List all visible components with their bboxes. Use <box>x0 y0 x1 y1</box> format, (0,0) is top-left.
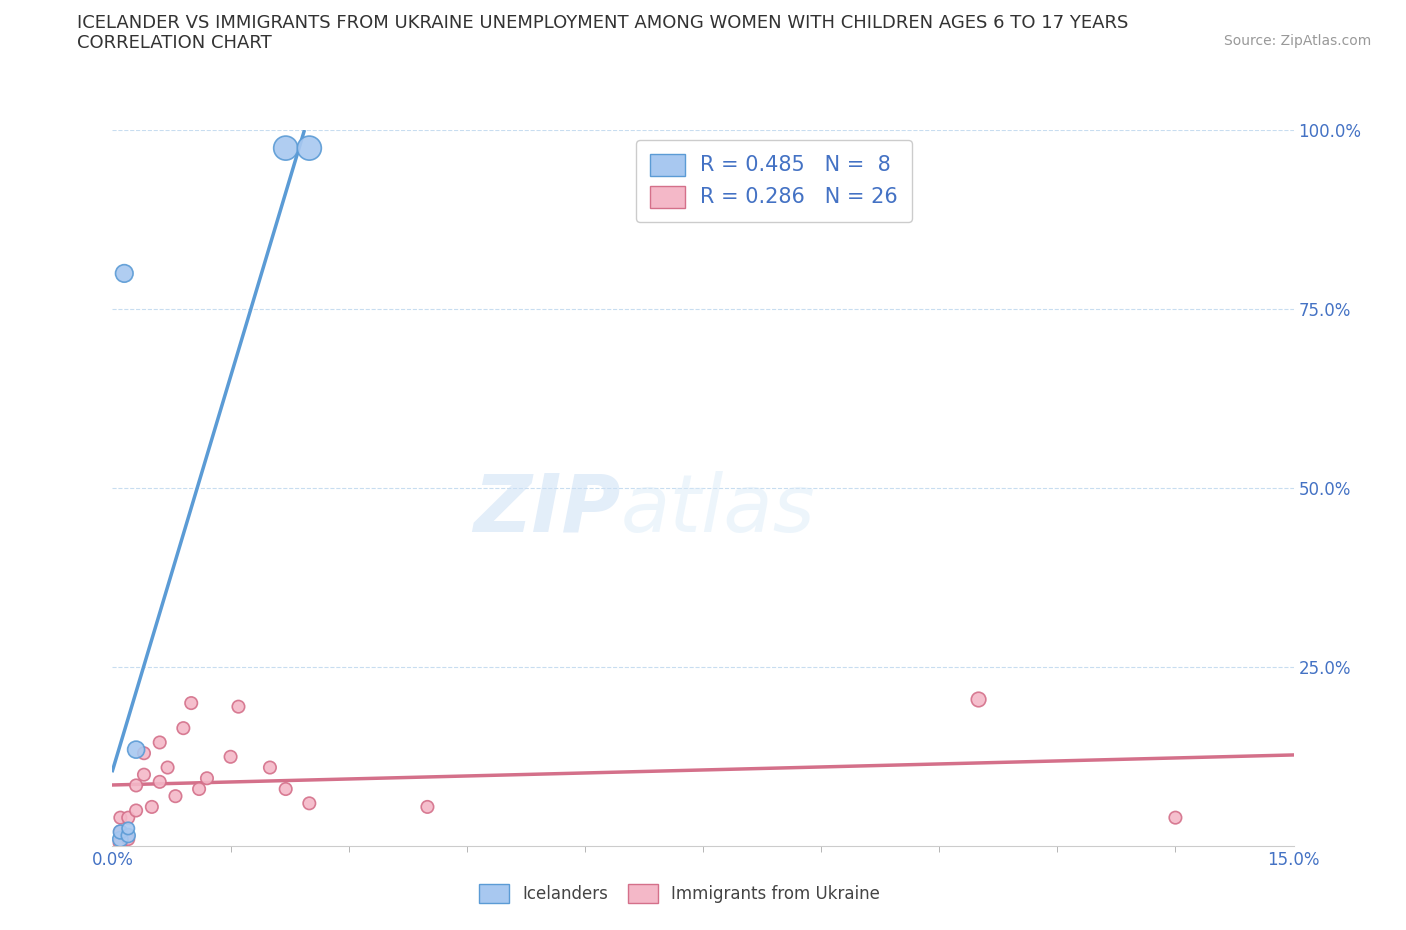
Point <box>117 810 139 825</box>
Point <box>125 742 148 757</box>
Point <box>132 767 155 782</box>
Point <box>125 778 148 793</box>
Point <box>117 821 139 836</box>
Point <box>180 696 202 711</box>
Point <box>188 781 211 796</box>
Point <box>967 692 990 707</box>
Point <box>228 699 250 714</box>
Point <box>110 825 132 840</box>
Point <box>149 735 172 750</box>
Point <box>165 789 187 804</box>
Text: CORRELATION CHART: CORRELATION CHART <box>77 34 273 52</box>
Point <box>132 746 155 761</box>
Point <box>1164 810 1187 825</box>
Point <box>112 266 135 281</box>
Point <box>117 828 139 843</box>
Point <box>156 760 179 775</box>
Point <box>195 771 218 786</box>
Point <box>219 750 242 764</box>
Point <box>298 796 321 811</box>
Legend: Icelanders, Immigrants from Ukraine: Icelanders, Immigrants from Ukraine <box>472 877 887 910</box>
Point <box>172 721 194 736</box>
Point <box>259 760 281 775</box>
Point <box>110 835 132 850</box>
Point <box>110 825 132 840</box>
Point <box>149 775 172 790</box>
Text: ICELANDER VS IMMIGRANTS FROM UKRAINE UNEMPLOYMENT AMONG WOMEN WITH CHILDREN AGES: ICELANDER VS IMMIGRANTS FROM UKRAINE UNE… <box>77 14 1129 32</box>
Point <box>416 800 439 815</box>
Point <box>125 804 148 818</box>
Text: ZIP: ZIP <box>472 471 620 549</box>
Text: Source: ZipAtlas.com: Source: ZipAtlas.com <box>1223 34 1371 48</box>
Point <box>117 831 139 846</box>
Point <box>110 831 132 846</box>
Point <box>298 140 321 155</box>
Point <box>141 800 163 815</box>
Point <box>274 140 297 155</box>
Point <box>110 810 132 825</box>
Point <box>274 781 297 796</box>
Text: atlas: atlas <box>620 471 815 549</box>
